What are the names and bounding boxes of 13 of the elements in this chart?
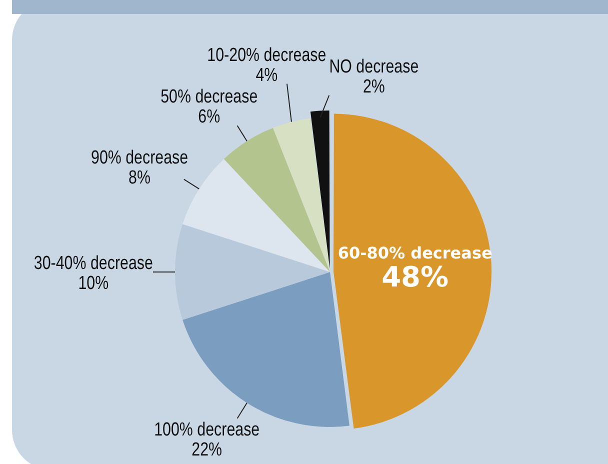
- slice-label: 100% decrease: [154, 418, 260, 440]
- slice-label: NO decrease: [329, 54, 419, 77]
- slice-label: 90% decrease: [90, 146, 188, 168]
- data-label: 6%: [198, 105, 220, 128]
- data-label: 8%: [128, 166, 151, 188]
- data-label: 48%: [382, 260, 449, 294]
- data-label: 22%: [192, 438, 222, 460]
- data-label: 2%: [362, 74, 385, 97]
- slice-label: 10-20% decrease: [207, 43, 326, 66]
- slice-label: 30-40% decrease: [34, 251, 153, 274]
- slice-label: 50% decrease: [160, 85, 258, 108]
- data-label: 10%: [78, 271, 109, 294]
- data-label: 4%: [256, 63, 278, 86]
